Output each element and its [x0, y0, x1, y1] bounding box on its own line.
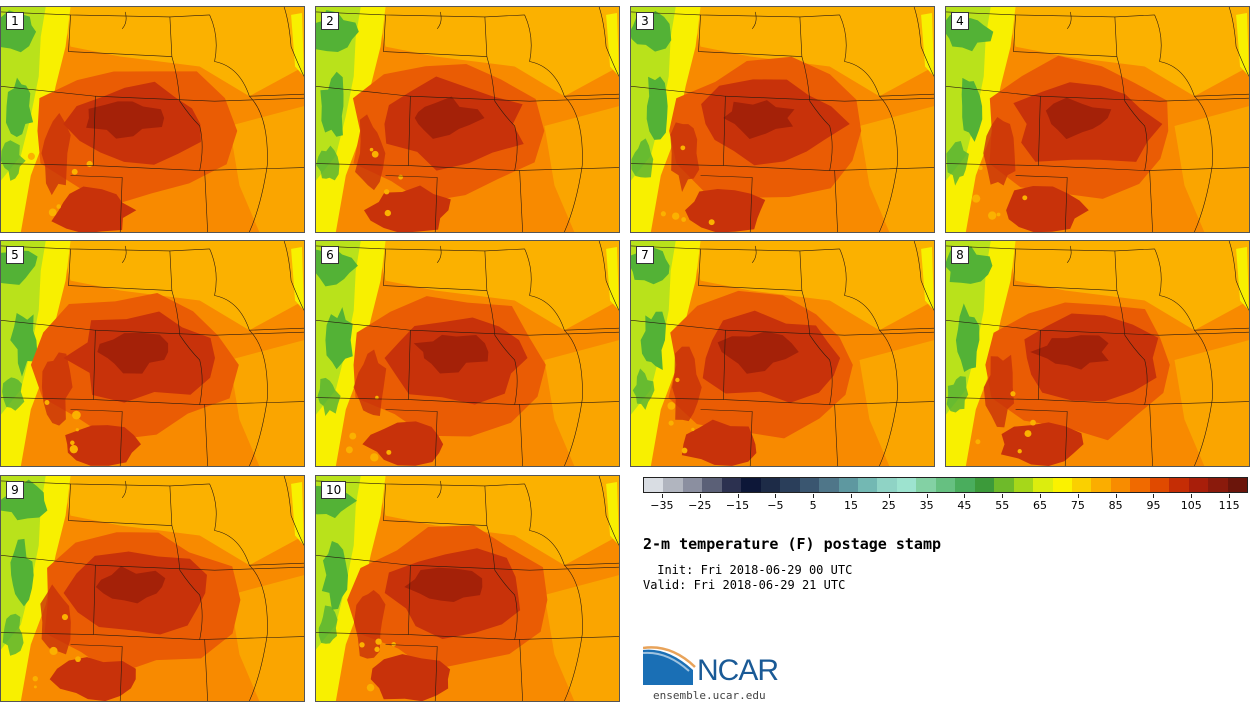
temperature-colorbar: [643, 477, 1248, 493]
colorbar-tick-label: 65: [1033, 499, 1048, 512]
figure-title: 2-m temperature (F) postage stamp: [643, 535, 942, 553]
colorbar-swatch: [1208, 478, 1228, 492]
colorbar-swatch: [935, 478, 956, 492]
colorbar-tick-label: 115: [1218, 499, 1240, 512]
colorbar-tick: [737, 494, 739, 498]
colorbar-tick-label: 35: [919, 499, 934, 512]
ncar-logo-text: NCAR: [697, 654, 779, 687]
colorbar-swatch: [1052, 478, 1072, 492]
member-number-label: 10: [321, 481, 347, 499]
colorbar-swatch: [682, 478, 703, 492]
colorbar-swatch: [1130, 478, 1150, 492]
member-map-panel: 7: [630, 240, 935, 467]
colorbar-tick: [1191, 494, 1193, 498]
colorbar-swatch: [1188, 478, 1209, 492]
colorbar-tick-label: −35: [650, 499, 674, 512]
colorbar-swatch: [1071, 478, 1092, 492]
colorbar-swatch: [857, 478, 878, 492]
colorbar-tick-label: 105: [1180, 499, 1202, 512]
member-map-panel: 1: [0, 6, 305, 233]
colorbar-swatch: [1091, 478, 1111, 492]
colorbar-swatch: [721, 478, 742, 492]
colorbar-tick-label: −25: [688, 499, 712, 512]
colorbar-ticks: −35 −25 −15 −5 5 15 25 35 45 55 65 75 85 95 105 115: [643, 494, 1248, 514]
colorbar-swatch: [1013, 478, 1034, 492]
member-map-panel: 10: [315, 475, 620, 702]
colorbar-tick: [926, 494, 928, 498]
member-number-label: 9: [6, 481, 24, 499]
colorbar-swatch: [760, 478, 781, 492]
colorbar-swatch: [644, 478, 664, 492]
colorbar-tick-label: 45: [957, 499, 972, 512]
colorbar-swatch: [896, 478, 917, 492]
member-map-panel: 6: [315, 240, 620, 467]
colorbar-tick-label: 15: [843, 499, 858, 512]
colorbar-swatch: [955, 478, 975, 492]
ncar-logo-icon: [643, 646, 696, 685]
colorbar-swatch: [974, 478, 995, 492]
colorbar-swatch: [1110, 478, 1131, 492]
member-number-label: 6: [321, 246, 339, 264]
colorbar-swatch: [838, 478, 858, 492]
colorbar-tick: [775, 494, 777, 498]
colorbar-swatch: [702, 478, 722, 492]
colorbar-tick: [850, 494, 852, 498]
colorbar-tick: [699, 494, 701, 498]
colorbar-swatch: [663, 478, 683, 492]
member-map-panel: 9: [0, 475, 305, 702]
member-map-panel: 4: [945, 6, 1250, 233]
colorbar-tick: [1229, 494, 1231, 498]
member-number-label: 1: [6, 12, 24, 30]
member-number-label: 3: [636, 12, 654, 30]
colorbar-tick-label: −15: [725, 499, 750, 512]
colorbar-tick: [888, 494, 890, 498]
init-time: Init: Fri 2018-06-29 00 UTC: [650, 563, 853, 577]
colorbar-tick: [1153, 494, 1155, 498]
colorbar-tick: [964, 494, 966, 498]
member-map-panel: 8: [945, 240, 1250, 467]
colorbar-tick: [1002, 494, 1004, 498]
colorbar-tick-label: 5: [809, 499, 817, 512]
member-number-label: 4: [951, 12, 969, 30]
member-number-label: 2: [321, 12, 339, 30]
colorbar-swatch: [994, 478, 1014, 492]
member-number-label: 8: [951, 246, 969, 264]
colorbar-tick-label: 95: [1146, 499, 1161, 512]
valid-time: Valid: Fri 2018-06-29 21 UTC: [643, 578, 846, 592]
colorbar-swatch: [780, 478, 800, 492]
member-map-panel: 3: [630, 6, 935, 233]
colorbar-tick-label: −5: [767, 499, 784, 512]
colorbar-tick: [1040, 494, 1042, 498]
colorbar-tick-label: 75: [1070, 499, 1085, 512]
colorbar-swatch: [1033, 478, 1053, 492]
member-number-label: 7: [636, 246, 654, 264]
colorbar-tick-label: 85: [1108, 499, 1123, 512]
colorbar-tick-label: 55: [995, 499, 1010, 512]
colorbar-tick: [661, 494, 663, 498]
colorbar-tick-label: 25: [881, 499, 896, 512]
logo-url: ensemble.ucar.edu: [653, 689, 766, 702]
member-number-label: 5: [6, 246, 24, 264]
colorbar-swatch: [1149, 478, 1170, 492]
colorbar-swatch: [819, 478, 839, 492]
colorbar-tick: [813, 494, 815, 498]
colorbar-swatch: [799, 478, 820, 492]
colorbar-tick: [1077, 494, 1079, 498]
colorbar-swatch: [1227, 478, 1248, 492]
member-map-panel: 5: [0, 240, 305, 467]
colorbar-tick: [1115, 494, 1117, 498]
colorbar-swatch: [877, 478, 897, 492]
colorbar-swatch: [741, 478, 761, 492]
colorbar-swatch: [916, 478, 936, 492]
colorbar-swatch: [1169, 478, 1189, 492]
member-map-panel: 2: [315, 6, 620, 233]
